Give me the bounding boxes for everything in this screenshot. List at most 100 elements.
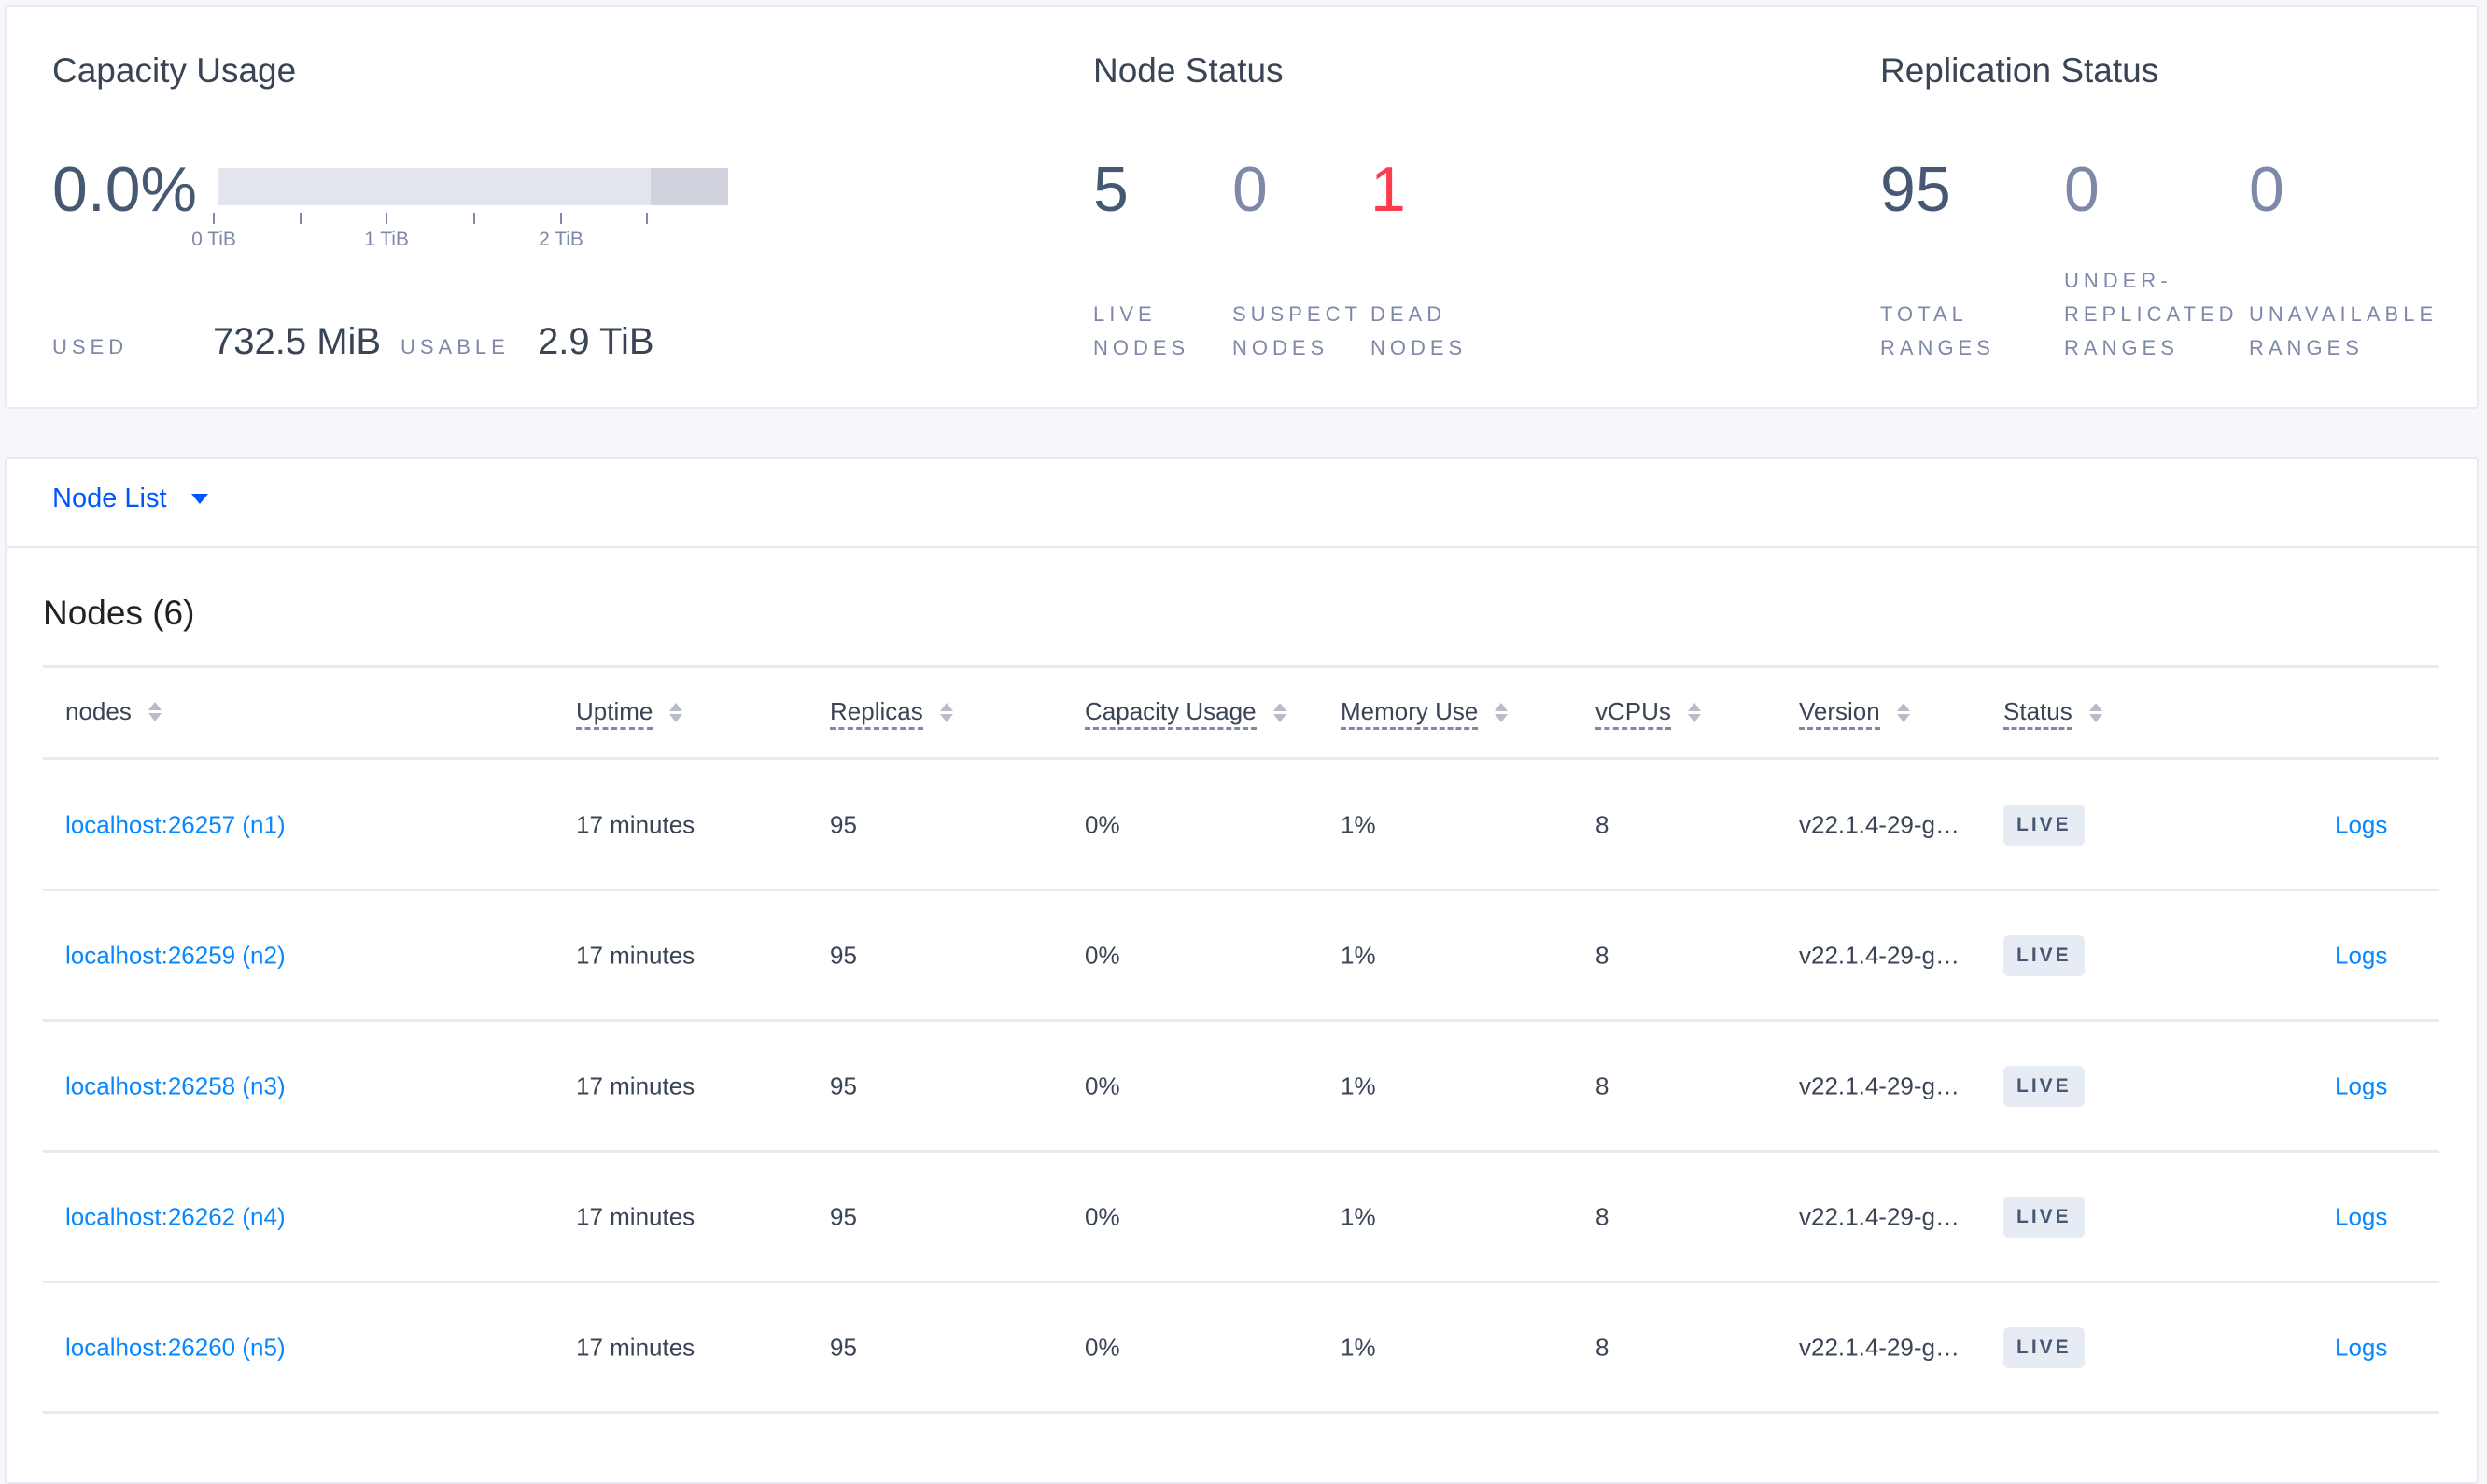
- column-header-uptime[interactable]: Uptime: [576, 695, 683, 730]
- usable-label: USABLE: [400, 335, 510, 358]
- label-line: LIVE: [1093, 302, 1157, 326]
- column-label: vCPUs: [1595, 695, 1671, 730]
- capacity-tick: [300, 213, 302, 224]
- view-selector-bar: [7, 459, 2477, 548]
- sort-icon: [939, 703, 953, 722]
- uptime-cell: 17 minutes: [576, 941, 696, 970]
- node-link[interactable]: localhost:26262 (n4): [65, 1202, 286, 1231]
- vcpus-cell: 8: [1595, 941, 1609, 970]
- version-cell: v22.1.4-29-g…: [1799, 941, 1960, 970]
- node-link[interactable]: localhost:26260 (n5): [65, 1333, 286, 1362]
- column-label: Version: [1799, 695, 1880, 730]
- capacity-cell: 0%: [1085, 810, 1120, 839]
- total-ranges-count: 95: [1880, 154, 1951, 225]
- column-label: Memory Use: [1341, 695, 1479, 730]
- unavailable-ranges-count: 0: [2249, 154, 2284, 225]
- column-header-memory-use[interactable]: Memory Use: [1341, 695, 1509, 730]
- row-divider: [43, 1150, 2439, 1153]
- sort-icon: [1495, 703, 1509, 722]
- capacity-cell: 0%: [1085, 1333, 1120, 1362]
- view-selector-label: Node List: [52, 483, 167, 513]
- logs-link[interactable]: Logs: [2335, 810, 2388, 839]
- capacity-tick: [213, 213, 215, 224]
- column-header-vcpus[interactable]: vCPUs: [1595, 695, 1701, 730]
- vcpus-cell: 8: [1595, 1333, 1609, 1362]
- summary-card: Capacity Usage 0.0% 0 TiB 1 TiB 2 TiB US…: [5, 5, 2479, 409]
- label-line: UNAVAILABLE: [2249, 302, 2438, 326]
- used-value: 732.5 MiB: [213, 321, 382, 362]
- unavailable-ranges-label: UNAVAILABLE RANGES: [2249, 298, 2438, 365]
- label-line: RANGES: [2249, 336, 2364, 359]
- node-link[interactable]: localhost:26259 (n2): [65, 941, 286, 970]
- dead-nodes-label: DEAD NODES: [1370, 298, 1467, 365]
- memory-cell: 1%: [1341, 1333, 1376, 1362]
- version-cell: v22.1.4-29-g…: [1799, 1071, 1960, 1100]
- used-label: USED: [52, 335, 129, 358]
- capacity-percent: 0.0%: [52, 154, 197, 225]
- logs-link[interactable]: Logs: [2335, 1071, 2388, 1100]
- sort-icon: [1896, 703, 1910, 722]
- suspect-nodes-count: 0: [1232, 154, 1268, 225]
- uptime-cell: 17 minutes: [576, 810, 696, 839]
- dead-nodes-count: 1: [1370, 154, 1406, 225]
- uptime-cell: 17 minutes: [576, 1202, 696, 1231]
- caret-down-icon: [190, 494, 208, 504]
- table-row: localhost:26260 (n5) 17 minutes 95 0% 1% 8 v22…: [0, 1282, 2487, 1414]
- column-header-replicas[interactable]: Replicas: [830, 695, 953, 730]
- replicas-cell: 95: [830, 810, 857, 839]
- column-header-nodes[interactable]: nodes: [65, 695, 162, 727]
- under-replicated-count: 0: [2064, 154, 2100, 225]
- vcpus-cell: 8: [1595, 810, 1609, 839]
- column-label: Capacity Usage: [1085, 695, 1257, 730]
- under-replicated-label: UNDER- REPLICATED RANGES: [2064, 264, 2239, 365]
- vcpus-cell: 8: [1595, 1071, 1609, 1100]
- sort-icon: [669, 703, 683, 722]
- node-status-title: Node Status: [1093, 51, 1284, 90]
- tick-label: 1 TiB: [364, 229, 409, 250]
- memory-cell: 1%: [1341, 810, 1376, 839]
- column-header-version[interactable]: Version: [1799, 695, 1910, 730]
- label-line: SUSPECT: [1232, 302, 1362, 326]
- label-line: RANGES: [2064, 336, 2179, 359]
- view-selector-dropdown[interactable]: Node List: [52, 483, 208, 514]
- sort-icon: [1272, 703, 1286, 722]
- total-ranges-label: TOTAL RANGES: [1880, 298, 1995, 365]
- logs-link[interactable]: Logs: [2335, 941, 2388, 970]
- sort-icon: [148, 701, 162, 721]
- capacity-cell: 0%: [1085, 1202, 1120, 1231]
- uptime-cell: 17 minutes: [576, 1333, 696, 1362]
- logs-link[interactable]: Logs: [2335, 1202, 2388, 1231]
- memory-cell: 1%: [1341, 1202, 1376, 1231]
- label-line: RANGES: [1880, 336, 1995, 359]
- capacity-cell: 0%: [1085, 1071, 1120, 1100]
- logs-link[interactable]: Logs: [2335, 1333, 2388, 1362]
- sort-icon: [2088, 703, 2102, 722]
- status-badge: LIVE: [2003, 805, 2085, 846]
- table-row: localhost:26262 (n4) 17 minutes 95 0% 1% 8 v22…: [0, 1152, 2487, 1283]
- column-label: nodes: [65, 697, 132, 725]
- status-badge: LIVE: [2003, 1197, 2085, 1238]
- label-line: UNDER-: [2064, 269, 2172, 292]
- capacity-tick: [560, 213, 562, 224]
- divider: [43, 665, 2439, 668]
- label-line: NODES: [1093, 336, 1190, 359]
- usable-value: 2.9 TiB: [538, 321, 654, 362]
- sort-icon: [1687, 703, 1701, 722]
- node-link[interactable]: localhost:26257 (n1): [65, 810, 286, 839]
- capacity-cell: 0%: [1085, 941, 1120, 970]
- column-label: Status: [2003, 695, 2072, 730]
- version-cell: v22.1.4-29-g…: [1799, 1202, 1960, 1231]
- divider: [43, 757, 2439, 760]
- column-label: Replicas: [830, 695, 923, 730]
- tick-label: 2 TiB: [539, 229, 583, 250]
- capacity-bar-unusable: [651, 168, 728, 205]
- column-header-capacity-usage[interactable]: Capacity Usage: [1085, 695, 1286, 730]
- column-header-status[interactable]: Status: [2003, 695, 2102, 730]
- table-row: localhost:26259 (n2) 17 minutes 95 0% 1% 8 v22…: [0, 890, 2487, 1022]
- version-cell: v22.1.4-29-g…: [1799, 810, 1960, 839]
- label-line: NODES: [1370, 336, 1468, 359]
- column-label: Uptime: [576, 695, 653, 730]
- status-badge: LIVE: [2003, 1327, 2085, 1368]
- table-row: localhost:26258 (n3) 17 minutes 95 0% 1% 8 v22…: [0, 1021, 2487, 1153]
- node-link[interactable]: localhost:26258 (n3): [65, 1071, 286, 1100]
